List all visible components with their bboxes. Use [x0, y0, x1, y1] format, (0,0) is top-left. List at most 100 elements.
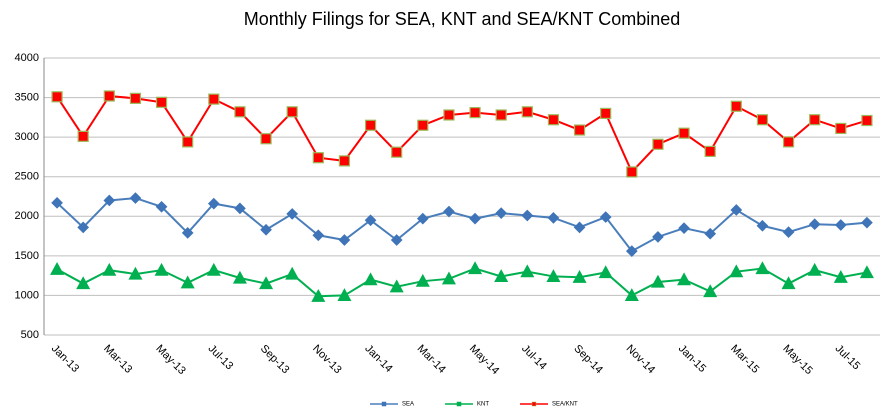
data-point	[441, 271, 456, 285]
legend-label: SEA	[402, 402, 414, 408]
data-point	[443, 205, 455, 218]
data-point	[389, 279, 404, 293]
data-point	[808, 218, 821, 231]
data-point	[234, 106, 246, 118]
y-tick-label: 2500	[15, 171, 39, 183]
data-point	[390, 234, 403, 246]
data-point	[103, 90, 115, 102]
x-tick-label: Jan-13	[49, 343, 81, 375]
y-tick-label: 1000	[15, 289, 39, 301]
data-point	[391, 146, 403, 158]
data-point	[232, 270, 247, 284]
data-point	[469, 107, 481, 119]
data-point	[102, 262, 117, 276]
x-tick-label: Mar-15	[728, 343, 761, 376]
data-point	[704, 145, 716, 157]
data-point	[312, 152, 324, 164]
legend-marker	[381, 401, 387, 407]
legend-marker	[456, 401, 462, 407]
x-tick-label: Sep-13	[258, 343, 292, 377]
legend-marker	[531, 401, 537, 407]
data-point	[494, 269, 509, 283]
data-point	[364, 214, 377, 227]
data-point	[51, 91, 63, 103]
data-point	[260, 223, 272, 236]
data-point	[155, 96, 168, 108]
data-point	[521, 209, 534, 222]
data-point	[77, 221, 90, 234]
data-point	[206, 262, 221, 276]
data-point	[833, 269, 848, 283]
x-tick-label: Mar-13	[101, 343, 134, 376]
data-point	[520, 264, 535, 278]
y-tick-label: 3500	[15, 91, 39, 103]
legend-label: KNT	[477, 402, 489, 408]
x-tick-label: May-15	[780, 343, 814, 377]
data-point	[599, 211, 612, 223]
data-point	[626, 166, 638, 178]
data-point	[286, 106, 298, 118]
data-point	[415, 273, 430, 287]
data-point	[835, 122, 847, 135]
x-tick-label: Nov-13	[310, 343, 344, 377]
y-tick-label: 3000	[15, 131, 39, 143]
y-tick-label: 500	[21, 329, 39, 341]
data-point	[834, 219, 847, 231]
data-point	[208, 93, 220, 105]
data-point	[363, 272, 378, 286]
data-point	[678, 127, 690, 139]
data-point	[468, 261, 483, 275]
x-tick-label: May-13	[153, 343, 187, 377]
data-point	[338, 155, 351, 167]
data-point	[129, 92, 142, 104]
chart-title: Monthly Filings for SEA, KNT and SEA/KNT…	[244, 9, 681, 29]
data-point	[338, 234, 351, 246]
data-point	[128, 266, 143, 280]
data-point	[756, 114, 769, 126]
data-point	[756, 219, 769, 232]
x-tick-label: Jan-15	[676, 343, 708, 375]
x-tick-label: Jul-13	[206, 343, 236, 373]
x-tick-label: May-14	[467, 343, 501, 377]
data-point	[260, 133, 272, 145]
data-point	[312, 229, 325, 242]
data-point	[51, 196, 63, 209]
data-point	[234, 202, 246, 215]
data-point	[416, 212, 429, 225]
data-point	[861, 216, 873, 229]
data-point	[624, 288, 639, 302]
series-line	[56, 94, 868, 174]
x-tick-label: Mar-14	[415, 343, 448, 376]
data-point	[782, 226, 795, 238]
data-point	[337, 288, 352, 302]
data-point	[546, 269, 561, 283]
data-point	[154, 262, 169, 276]
series-line	[56, 267, 868, 298]
data-point	[495, 207, 508, 219]
data-point	[807, 262, 822, 276]
data-point	[678, 222, 690, 235]
data-point	[859, 265, 874, 279]
data-point	[77, 130, 89, 142]
data-point	[755, 261, 770, 275]
series-line	[56, 197, 868, 253]
data-point	[129, 192, 142, 204]
data-point	[547, 212, 560, 224]
data-point	[469, 212, 481, 225]
data-point	[600, 107, 612, 120]
data-point	[677, 272, 692, 286]
x-tick-label: Jul-14	[519, 343, 549, 373]
data-point	[181, 227, 194, 239]
data-point	[729, 264, 744, 278]
data-point	[311, 288, 326, 302]
x-tick-label: Nov-14	[624, 343, 658, 377]
data-point	[443, 109, 455, 121]
data-point	[547, 114, 560, 126]
data-point	[76, 276, 91, 290]
x-tick-label: Sep-14	[571, 343, 605, 377]
data-point	[155, 200, 168, 213]
data-point	[730, 100, 742, 112]
data-point	[50, 262, 65, 275]
data-point	[730, 204, 743, 216]
data-point	[521, 106, 533, 118]
